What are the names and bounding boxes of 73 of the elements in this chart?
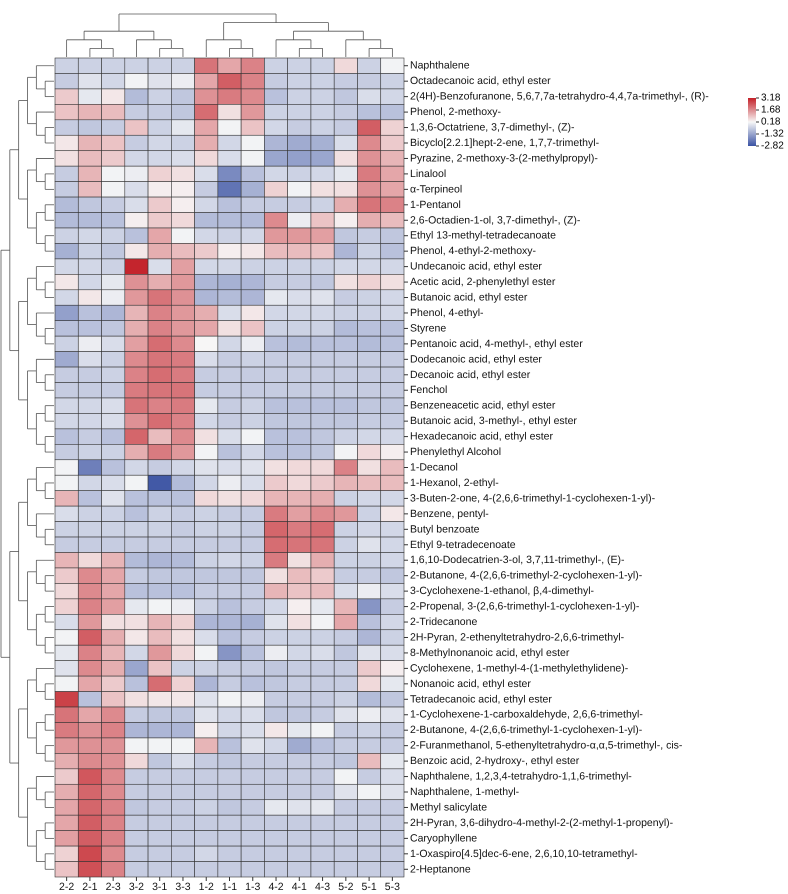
y-tick-label: Methyl salicylate	[410, 801, 488, 814]
y-tick-label: 2-Furanmethanol, 5-ethenyltetrahydro-α,α,5-trimethyl-, cis-	[410, 740, 683, 752]
y-tick-label: Phenol, 4-ethyl-	[410, 306, 484, 319]
x-tick-label: 3-2	[128, 881, 144, 893]
y-tick-label: Hexadecanoic acid, ethyl ester	[410, 430, 554, 443]
y-tick-label: 2-Heptanone	[410, 863, 471, 876]
y-tick-label: 2H-Pyran, 3,6-dihydro-4-methyl-2-(2-methyl-1-propenyl)-	[410, 816, 674, 829]
y-tick-label: Tetradecanoic acid, ethyl ester	[410, 693, 552, 706]
x-tick-label: 2-1	[82, 881, 98, 893]
x-tick-label: 5-2	[338, 881, 354, 893]
y-tick-label: 1-Decanol	[410, 462, 458, 474]
y-tick-label: Pentanoic acid, 4-methyl-, ethyl ester	[410, 338, 584, 350]
y-tick-label: Nonanoic acid, ethyl ester	[410, 678, 532, 690]
y-tick-label: 2(4H)-Benzofuranone, 5,6,7,7a-tetrahydro-4,4,7a-trimethyl-, (R)-	[410, 90, 710, 103]
y-tick-label: Phenylethyl Alcohol	[410, 446, 502, 458]
y-tick-label: Acetic acid, 2-phenylethyl ester	[410, 276, 556, 288]
y-tick-label: 8-Methylnonanoic acid, ethyl ester	[410, 646, 570, 659]
y-tick-label: Naphthalene	[410, 60, 470, 72]
x-tick-label: 1-1	[222, 881, 238, 893]
x-tick-label: 5-3	[384, 881, 400, 893]
x-tick-label: 2-3	[106, 881, 121, 893]
y-tick-label: α-Terpineol	[410, 183, 462, 196]
color-bar-label: -2.82	[761, 140, 784, 152]
y-tick-label: 1-Pentanol	[410, 198, 461, 211]
x-tick-label: 4-1	[292, 881, 308, 893]
x-tick-label: 4-3	[314, 881, 330, 893]
y-tick-label: Undecanoic acid, ethyl ester	[410, 260, 542, 273]
y-tick-label: Cyclohexene, 1-methyl-4-(1-methylethylidene)-	[410, 662, 629, 674]
y-tick-label: 2H-Pyran, 2-ethenyltetrahydro-2,6,6-trimethyl-	[410, 631, 625, 644]
y-tick-label: 1,6,10-Dodecatrien-3-ol, 3,7,11-trimethyl-, (E)-	[410, 554, 626, 566]
y-tick-label: 2-Propenal, 3-(2,6,6-trimethyl-1-cyclohexen-1-yl)-	[410, 600, 640, 613]
y-tick-label: 2,6-Octadien-1-ol, 3,7-dimethyl-, (Z)-	[410, 214, 581, 226]
x-tick-label: 1-2	[198, 881, 214, 893]
x-tick-label: 1-3	[245, 881, 261, 893]
y-tick-label: Benzeneacetic acid, ethyl ester	[410, 400, 556, 412]
x-tick-label: 3-1	[152, 881, 168, 893]
x-tick-label: 2-2	[59, 881, 74, 893]
y-tick-label: Pyrazine, 2-methoxy-3-(2-methylpropyl)-	[410, 152, 598, 164]
y-tick-label: Butyl benzoate	[410, 523, 480, 536]
y-tick-label: Bicyclo[2.2.1]hept-2-ene, 1,7,7-trimethyl-	[410, 136, 600, 149]
y-tick-label: Decanoic acid, ethyl ester	[410, 368, 531, 381]
y-tick-label: Octadecanoic acid, ethyl ester	[410, 75, 552, 88]
y-tick-label: Phenol, 4-ethyl-2-methoxy-	[410, 245, 537, 258]
y-tick-label: 2-Tridecanone	[410, 616, 478, 628]
y-tick-label: 1,3,6-Octatriene, 3,7-dimethyl-, (Z)-	[410, 122, 576, 134]
color-bar-label: 3.18	[761, 92, 781, 104]
y-tick-label: Benzoic acid, 2-hydroxy-, ethyl ester	[410, 755, 580, 768]
y-tick-label: Caryophyllene	[410, 832, 478, 844]
x-tick-label: 3-3	[175, 881, 191, 893]
y-tick-label: Phenol, 2-methoxy-	[410, 106, 502, 118]
x-tick-label: 5-1	[362, 881, 377, 893]
y-tick-label: Butanoic acid, ethyl ester	[410, 292, 528, 304]
x-tick-label: 4-2	[268, 881, 284, 893]
y-tick-label: Fenchol	[410, 384, 448, 396]
y-tick-label: Butanoic acid, 3-methyl-, ethyl ester	[410, 415, 578, 428]
y-tick-label: 1-Cyclohexene-1-carboxaldehyde, 2,6,6-trimethyl-	[410, 708, 644, 721]
y-tick-label: 1-Oxaspiro[4.5]dec-6-ene, 2,6,10,10-tetramethyl-	[410, 848, 638, 860]
y-tick-label: 1-Hexanol, 2-ethyl-	[410, 476, 500, 489]
y-tick-label: Dodecanoic acid, ethyl ester	[410, 353, 542, 366]
y-tick-label: Benzene, pentyl-	[410, 508, 490, 520]
y-tick-label: Styrene	[410, 322, 446, 334]
y-tick-label: 2-Butanone, 4-(2,6,6-trimethyl-2-cyclohexen-1-yl)-	[410, 570, 643, 582]
y-tick-label: Naphthalene, 1-methyl-	[410, 786, 520, 798]
y-tick-label: Ethyl 13-methyl-tetradecanoate	[410, 230, 556, 242]
color-bar-label: 1.68	[761, 104, 781, 116]
y-tick-label: Linalool	[410, 168, 446, 180]
y-tick-label: 2-Butanone, 4-(2,6,6-trimethyl-1-cyclohexen-1-yl)-	[410, 724, 643, 736]
color-bar-label: -1.32	[761, 128, 784, 140]
color-bar-label: 0.18	[761, 116, 781, 128]
y-tick-label: Ethyl 9-tetradecenoate	[410, 538, 516, 551]
y-tick-label: 3-Buten-2-one, 4-(2,6,6-trimethyl-1-cyclohexen-1-yl)-	[410, 492, 656, 504]
y-tick-label: Naphthalene, 1,2,3,4-tetrahydro-1,1,6-trimethyl-	[410, 770, 632, 783]
y-tick-label: 3-Cyclohexene-1-ethanol, β,4-dimethyl-	[410, 585, 595, 598]
